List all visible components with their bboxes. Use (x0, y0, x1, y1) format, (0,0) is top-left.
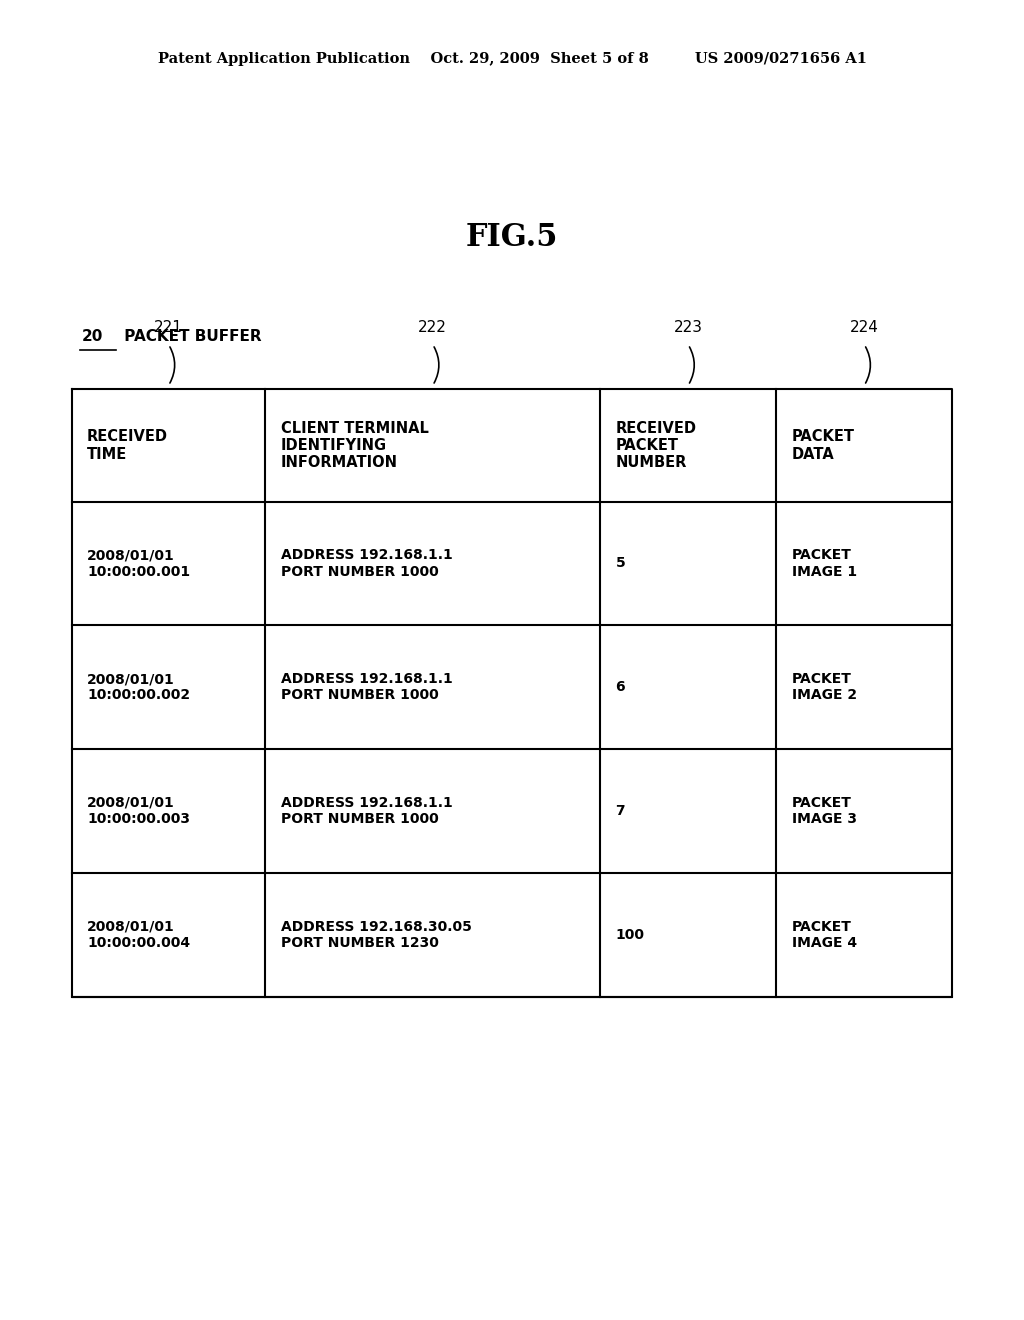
Text: RECEIVED
PACKET
NUMBER: RECEIVED PACKET NUMBER (615, 421, 696, 470)
Text: PACKET
IMAGE 2: PACKET IMAGE 2 (792, 672, 857, 702)
Text: RECEIVED
TIME: RECEIVED TIME (87, 429, 168, 462)
Text: PACKET
IMAGE 1: PACKET IMAGE 1 (792, 548, 857, 578)
Text: PACKET
IMAGE 3: PACKET IMAGE 3 (792, 796, 856, 826)
Text: ADDRESS 192.168.1.1
PORT NUMBER 1000: ADDRESS 192.168.1.1 PORT NUMBER 1000 (281, 548, 453, 578)
Text: 2008/01/01
10:00:00.003: 2008/01/01 10:00:00.003 (87, 796, 190, 826)
Text: CLIENT TERMINAL
IDENTIFYING
INFORMATION: CLIENT TERMINAL IDENTIFYING INFORMATION (281, 421, 429, 470)
Text: PACKET
IMAGE 4: PACKET IMAGE 4 (792, 920, 857, 950)
Text: 100: 100 (615, 928, 644, 941)
Text: Patent Application Publication    Oct. 29, 2009  Sheet 5 of 8         US 2009/02: Patent Application Publication Oct. 29, … (158, 53, 866, 66)
Text: ADDRESS 192.168.1.1
PORT NUMBER 1000: ADDRESS 192.168.1.1 PORT NUMBER 1000 (281, 796, 453, 826)
Text: 223: 223 (674, 319, 702, 335)
Text: 2008/01/01
10:00:00.004: 2008/01/01 10:00:00.004 (87, 920, 190, 950)
Text: 2008/01/01
10:00:00.002: 2008/01/01 10:00:00.002 (87, 672, 190, 702)
Text: 222: 222 (419, 319, 447, 335)
Text: 224: 224 (850, 319, 879, 335)
Text: 5: 5 (615, 557, 626, 570)
Text: PACKET
DATA: PACKET DATA (792, 429, 855, 462)
Text: ADDRESS 192.168.30.05
PORT NUMBER 1230: ADDRESS 192.168.30.05 PORT NUMBER 1230 (281, 920, 472, 950)
Text: 221: 221 (155, 319, 183, 335)
Text: 2008/01/01
10:00:00.001: 2008/01/01 10:00:00.001 (87, 548, 190, 578)
Text: 6: 6 (615, 680, 625, 694)
Text: ADDRESS 192.168.1.1
PORT NUMBER 1000: ADDRESS 192.168.1.1 PORT NUMBER 1000 (281, 672, 453, 702)
Text: PACKET BUFFER: PACKET BUFFER (119, 329, 261, 345)
Text: 7: 7 (615, 804, 625, 818)
Text: FIG.5: FIG.5 (466, 222, 558, 253)
Text: 20: 20 (82, 329, 103, 345)
